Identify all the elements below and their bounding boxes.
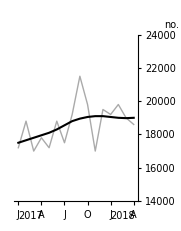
Text: 2017: 2017 [18,211,43,221]
Text: 2018: 2018 [111,211,135,221]
Text: no.: no. [164,20,179,30]
